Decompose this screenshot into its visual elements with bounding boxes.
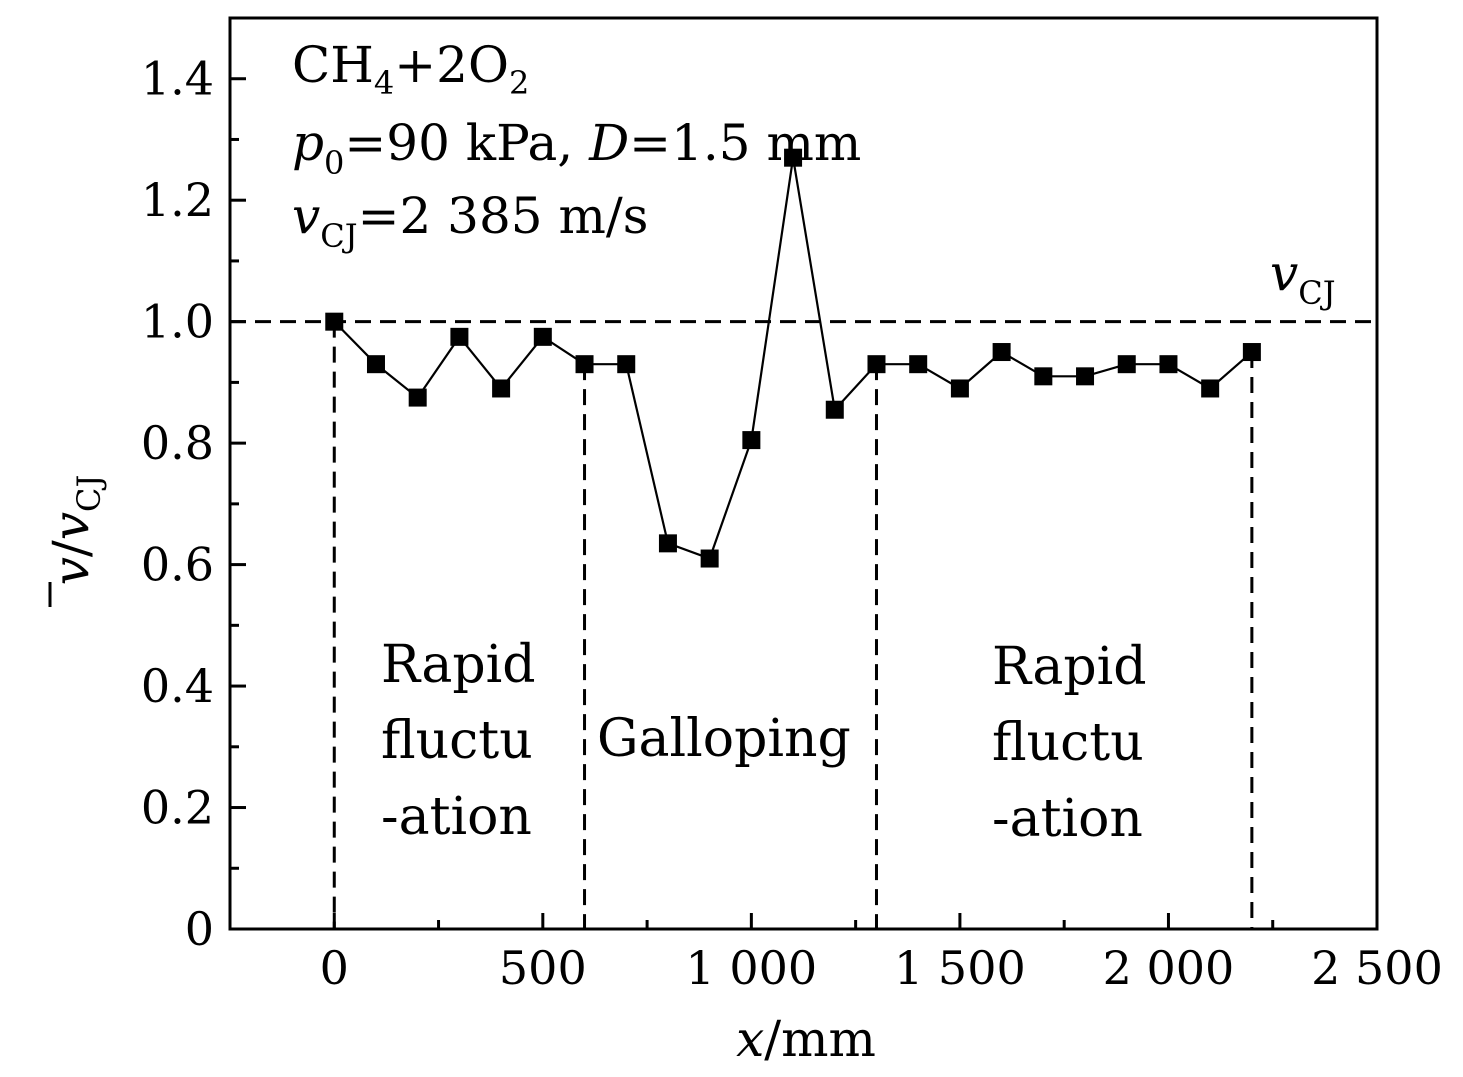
data-point: [325, 312, 344, 331]
data-point: [992, 343, 1011, 362]
data-point: [1034, 367, 1053, 386]
data-point: [1201, 379, 1220, 398]
x-tick-label: 0: [320, 941, 349, 995]
data-point: [366, 355, 385, 374]
data-point: [784, 148, 803, 167]
plot-frame: [228, 16, 1379, 931]
y-tick-label: 1.0: [141, 295, 214, 349]
axis-ticks: 0 500 1 000 1 500 2 000 2 500 0 0.2 0.4 0.6 0.8 1.0…: [141, 52, 1443, 995]
y-tick-label: 0.6: [141, 538, 214, 592]
data-point: [1159, 355, 1178, 374]
y-tick-label: 1.2: [141, 173, 214, 227]
data-point: [533, 327, 552, 346]
data-point: [867, 355, 886, 374]
x-tick-label: 1 500: [894, 941, 1026, 995]
y-tick-label: 0.2: [141, 781, 214, 835]
x-tick-label: 1 000: [686, 941, 818, 995]
cj-reference-label: vCJ: [1270, 244, 1336, 312]
annotation-conditions: p0=90 kPa, D=1.5 mm: [292, 114, 861, 182]
data-point: [408, 388, 427, 407]
data-point: [617, 355, 636, 374]
y-tick-label: 0: [185, 902, 214, 956]
data-point: [575, 355, 594, 374]
data-series: [325, 148, 1261, 568]
region-label-galloping: Galloping: [597, 709, 851, 769]
data-point: [492, 379, 511, 398]
data-point: [1242, 343, 1261, 362]
x-tick-label: 2 500: [1311, 941, 1443, 995]
data-point: [950, 379, 969, 398]
x-tick-label: 500: [499, 941, 587, 995]
chart-text: CH4+2O2 p0=90 kPa, D=1.5 mm vCJ=2 385 m/…: [42, 36, 1336, 1068]
region-label-rapid-fluctuation-1: Rapid fluctu -ation: [381, 635, 552, 847]
data-point: [450, 327, 469, 346]
y-tick-label: 0.4: [141, 659, 214, 713]
y-tick-label: 0.8: [141, 416, 214, 470]
data-point: [742, 431, 761, 450]
data-point: [1076, 367, 1095, 386]
region-boundaries: [332, 321, 1254, 929]
y-axis-title: v/vCJ: [42, 475, 108, 586]
region-label-rapid-fluctuation-2: Rapid fluctu -ation: [992, 637, 1163, 849]
data-point: [658, 534, 677, 553]
annotation-cj-velocity: vCJ=2 385 m/s: [292, 187, 648, 255]
plot-frame-rect: [228, 16, 1379, 931]
x-tick-label: 2 000: [1103, 941, 1235, 995]
data-point: [1117, 355, 1136, 374]
y-tick-label: 1.4: [141, 52, 214, 106]
data-point: [700, 549, 719, 568]
data-point: [909, 355, 928, 374]
annotation-mixture: CH4+2O2: [292, 36, 529, 102]
x-axis-title: x/mm: [736, 1010, 876, 1068]
data-point: [825, 400, 844, 419]
